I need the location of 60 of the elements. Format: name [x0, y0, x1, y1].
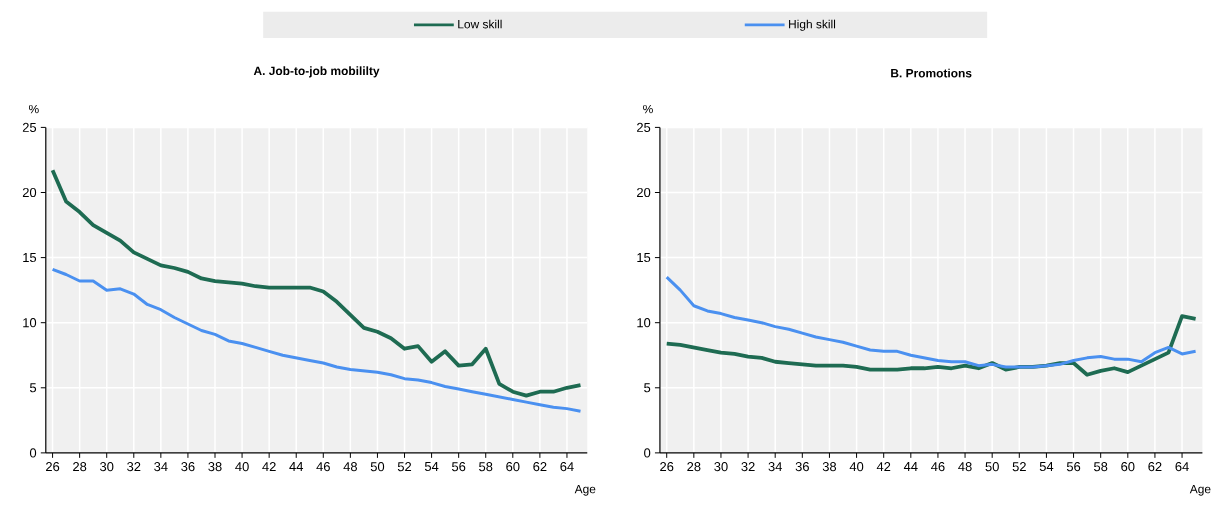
x-tick-label: 50 [370, 462, 385, 472]
x-axis-title: Age [574, 485, 596, 496]
x-tick-label: 62 [1148, 462, 1162, 472]
y-tick-label: 15 [637, 253, 651, 263]
x-tick-label: 38 [208, 462, 222, 472]
x-tick-label: 26 [660, 462, 674, 472]
x-tick-label: 64 [560, 462, 574, 472]
legend-label: Low skill [458, 19, 502, 29]
y-tick-label: 5 [29, 383, 37, 393]
x-axis-title: Age [1189, 485, 1211, 496]
x-tick-label: 44 [903, 462, 918, 472]
x-tick-label: 34 [154, 462, 168, 472]
y-axis-title: % [643, 105, 653, 114]
y-tick-label: 10 [23, 318, 37, 328]
x-tick-label: 40 [235, 462, 249, 472]
x-tick-label: 58 [479, 462, 493, 472]
x-tick-label: 42 [262, 462, 276, 472]
x-tick-label: 48 [343, 462, 357, 472]
x-tick-label: 54 [1039, 462, 1054, 472]
x-tick-label: 30 [714, 462, 728, 472]
x-tick-label: 64 [1175, 462, 1189, 472]
x-tick-label: 44 [289, 462, 304, 472]
y-tick-label: 25 [637, 122, 651, 133]
y-tick-label: 20 [22, 188, 37, 198]
x-tick-label: 56 [451, 462, 466, 472]
x-tick-label: 36 [795, 462, 809, 472]
chart-title: A. Job-to-job mobililty [253, 66, 380, 78]
y-tick-label: 0 [29, 448, 37, 458]
x-tick-label: 30 [100, 462, 114, 472]
y-tick-label: 25 [22, 122, 37, 133]
x-tick-label: 54 [424, 462, 439, 472]
x-tick-label: 60 [1121, 462, 1135, 472]
legend-label: High skill [789, 19, 836, 31]
y-tick-label: 5 [644, 383, 651, 393]
chart-title: B. Promotions [891, 68, 972, 78]
x-tick-label: 50 [985, 462, 999, 472]
y-tick-label: 15 [23, 253, 37, 263]
x-tick-label: 52 [397, 462, 412, 472]
x-tick-label: 42 [876, 462, 891, 472]
x-tick-label: 46 [931, 462, 945, 472]
x-tick-label: 52 [1012, 462, 1026, 472]
y-tick-label: 0 [644, 448, 651, 458]
x-tick-label: 26 [46, 462, 60, 472]
y-axis-title: % [28, 105, 39, 114]
x-tick-label: 62 [533, 462, 547, 472]
x-tick-label: 58 [1094, 462, 1108, 472]
x-tick-label: 36 [181, 462, 195, 472]
x-tick-label: 48 [958, 462, 972, 472]
x-tick-label: 28 [73, 462, 87, 472]
x-tick-label: 28 [687, 462, 701, 472]
x-tick-label: 56 [1066, 462, 1081, 472]
x-tick-label: 60 [506, 462, 520, 472]
x-tick-label: 34 [768, 462, 783, 472]
x-tick-label: 46 [316, 462, 330, 472]
x-tick-label: 40 [849, 462, 864, 472]
x-tick-label: 32 [741, 462, 755, 472]
y-tick-label: 20 [637, 188, 651, 198]
x-tick-label: 38 [822, 462, 837, 472]
x-tick-label: 32 [127, 462, 141, 472]
y-tick-label: 10 [637, 318, 651, 328]
